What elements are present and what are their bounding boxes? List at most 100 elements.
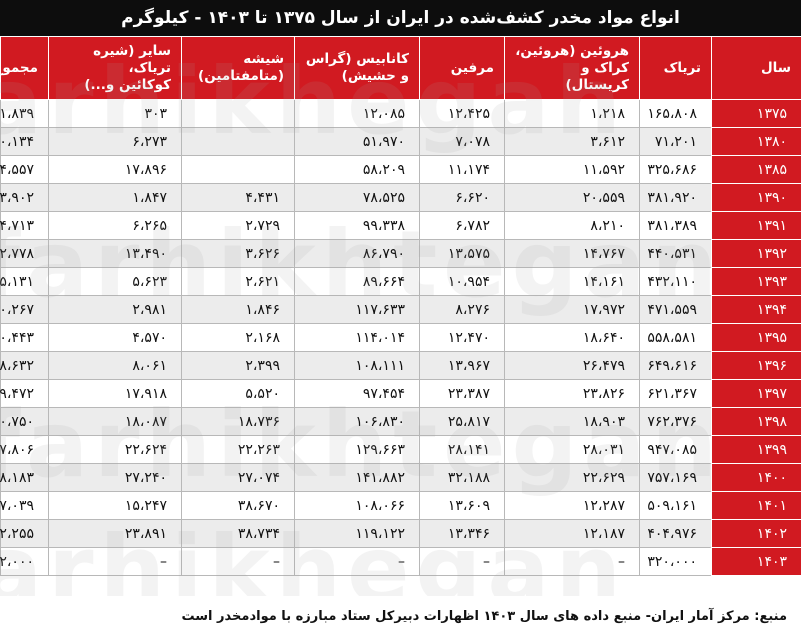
value-cell: ۴۳۲،۱۱۰	[639, 267, 712, 296]
value-cell: ۱۴۱،۸۸۲	[294, 463, 420, 492]
value-cell: ۱۰۶،۸۳۰	[294, 407, 420, 436]
value-cell: ۴۷۱،۵۵۹	[639, 295, 712, 324]
source-note: منبع: مرکز آمار ایران- منبع داده های سال…	[0, 598, 801, 634]
column-header-line: و حشیش)	[341, 68, 409, 84]
column-header-line: سایر (شیره تریاک،	[93, 42, 171, 76]
table-row: ۱۳۹۲ ۴۴۰،۵۳۱ ۱۴،۷۶۷ ۱۳،۵۷۵ ۸۶،۷۹۰ ۳،۶۲۶ ۱۳،۴۹۰…	[0, 239, 801, 268]
value-cell: ۶،۲۶۵	[48, 211, 182, 240]
value-cell: ۳۲،۱۸۸	[419, 463, 505, 492]
value-cell: ۸،۰۶۱	[48, 351, 182, 380]
table-row: ۱۳۹۵ ۵۵۸،۵۸۱ ۱۸،۶۴۰ ۱۲،۴۷۰ ۱۱۴،۰۱۴ ۲،۱۶۸ ۴،۵۷۰…	[0, 323, 801, 352]
value-cell: ۱۵،۲۴۷	[48, 491, 182, 520]
value-cell: ۳۲۰،۰۰۰	[639, 547, 712, 576]
value-cell: ۲،۷۲۹	[181, 211, 295, 240]
table-row: ۱۳۹۸ ۷۶۲،۳۷۶ ۱۸،۹۰۳ ۲۵،۸۱۷ ۱۰۶،۸۳۰ ۱۸،۷۳۶ ۱۸،۰…	[0, 407, 801, 436]
value-cell: ۳۷۲،۰۰۰	[0, 547, 49, 576]
column-header: تریاک	[639, 36, 712, 100]
year-cell: ۱۳۹۸	[711, 407, 801, 436]
value-cell: ۱۸،۰۸۷	[48, 407, 182, 436]
value-cell: ۴۲۴،۵۵۷	[0, 155, 49, 184]
table-row: ۱۳۹۶ ۶۴۹،۶۱۶ ۲۶،۴۷۹ ۱۳،۹۶۷ ۱۰۸،۱۱۱ ۲،۳۹۹ ۸،۰۶۱…	[0, 351, 801, 380]
year-cell: ۱۳۹۱	[711, 211, 801, 240]
table-row: ۱۴۰۰ ۷۵۷،۱۶۹ ۲۲،۶۲۹ ۳۲،۱۸۸ ۱۴۱،۸۸۲ ۲۷،۰۷۴ ۲۷،۲…	[0, 463, 801, 492]
column-header: هروئین (هروئین، کراک و کریستال)	[504, 36, 640, 100]
table-header: سال تریاک هروئین (هروئین، کراک و کریستال) مر…	[0, 36, 801, 100]
value-cell: ۱۴،۱۶۱	[504, 267, 640, 296]
value-cell: ۲۲،۶۲۹	[504, 463, 640, 492]
value-cell: ۱۲،۰۸۵	[294, 99, 420, 128]
value-cell: ۱۲،۴۷۰	[419, 323, 505, 352]
column-header-line: کراک و کریستال)	[565, 59, 629, 93]
value-cell	[181, 127, 295, 156]
value-cell: ۵۵۸،۵۸۱	[639, 323, 712, 352]
value-cell: ۱۲۹،۶۶۳	[294, 435, 420, 464]
column-header-line: سال	[760, 59, 791, 76]
year-cell: ۱۴۰۰	[711, 463, 801, 492]
value-cell: ۱،۲۱۸	[504, 99, 640, 128]
table-body: ۱۳۷۵۱۶۵،۸۰۸۱،۲۱۸۱۲،۴۲۵۱۲،۰۸۵۳۰۳۱۹۱،۸۳۹۱۳…	[0, 99, 801, 576]
value-cell: ۲۳،۸۹۱	[48, 519, 182, 548]
value-cell: ۸۹،۶۶۴	[294, 267, 420, 296]
value-cell: ۱۴،۷۶۷	[504, 239, 640, 268]
value-cell: ۱۴۰،۱۳۴	[0, 127, 49, 156]
year-cell: ۱۳۹۵	[711, 323, 801, 352]
value-cell: ۱۱،۵۹۲	[504, 155, 640, 184]
value-cell: ۱۳،۶۰۹	[419, 491, 505, 520]
value-cell: ۲،۶۲۱	[181, 267, 295, 296]
value-cell: ۲۶،۴۷۹	[504, 351, 640, 380]
value-cell: ۶۴۹،۶۱۶	[639, 351, 712, 380]
table-row: ۱۳۹۹ ۹۴۷،۰۸۵ ۲۸،۰۳۱ ۲۸،۱۴۱ ۱۲۹،۶۶۳ ۲۲،۲۶۳ ۲۲،۶…	[0, 435, 801, 464]
column-header-line: تریاک	[663, 59, 701, 76]
value-cell: ۲۲،۶۲۴	[48, 435, 182, 464]
value-cell: ۱۹۱،۸۳۹	[0, 99, 49, 128]
value-cell: ۱۱۹،۱۲۲	[294, 519, 420, 548]
table-row: ۱۳۹۱۳۸۱،۳۸۹۸،۲۱۰۶،۷۸۲۹۹،۳۳۸۲،۷۲۹۶،۲۶۵۵۰۴…	[0, 211, 801, 240]
value-cell: ۸۶،۷۹۰	[294, 239, 420, 268]
value-cell: ۱۷،۹۷۲	[504, 295, 640, 324]
value-cell: ۲۸،۰۳۱	[504, 435, 640, 464]
year-cell: ۱۴۰۳	[711, 547, 801, 576]
year-cell: ۱۳۹۴	[711, 295, 801, 324]
value-cell: ۱۸،۷۳۶	[181, 407, 295, 436]
value-cell: ۴۴۰،۵۳۱	[639, 239, 712, 268]
value-cell: ۶۲۱،۳۶۷	[639, 379, 712, 408]
value-cell: ۱۷،۸۹۶	[48, 155, 182, 184]
seizure-table: سال تریاک هروئین (هروئین، کراک و کریستال) مر…	[0, 36, 801, 576]
value-cell: –	[419, 547, 505, 576]
value-cell: ۱۸،۶۴۰	[504, 323, 640, 352]
value-cell: ۱۳،۹۶۷	[419, 351, 505, 380]
value-cell: ۲۸،۱۴۱	[419, 435, 505, 464]
value-cell: ۳،۶۱۲	[504, 127, 640, 156]
value-cell	[181, 99, 295, 128]
column-header: کانابیس (گراس و حشیش)	[294, 36, 420, 100]
year-cell: ۱۳۹۷	[711, 379, 801, 408]
value-cell: ۷۱،۲۰۱	[639, 127, 712, 156]
value-cell: ۳۸،۶۷۰	[181, 491, 295, 520]
value-cell: ۱۳،۴۹۰	[48, 239, 182, 268]
value-cell: ۱،۰۰۸،۱۸۳	[0, 463, 49, 492]
value-cell: ۱۱۴،۰۱۴	[294, 323, 420, 352]
value-cell: ۱۳،۵۷۵	[419, 239, 505, 268]
column-header: شیشه (متامفتامین)	[181, 36, 295, 100]
value-cell: ۱۰۸،۱۱۱	[294, 351, 420, 380]
value-cell: ۲،۱۶۸	[181, 323, 295, 352]
table-row: ۱۴۰۱ ۵۰۹،۱۶۱ ۱۲،۲۸۷ ۱۳،۶۰۹ ۱۰۸،۰۶۶ ۳۸،۶۷۰ ۱۵،۲…	[0, 491, 801, 520]
column-header-line: (متامفتامین)	[198, 68, 284, 84]
value-cell: ۳۰۳	[48, 99, 182, 128]
value-cell: ۲۷،۲۴۰	[48, 463, 182, 492]
value-cell: –	[504, 547, 640, 576]
column-header-line: کانابیس (گراس	[305, 51, 409, 67]
column-header-line: مجموع	[0, 59, 38, 76]
value-cell: ۲۳،۳۸۷	[419, 379, 505, 408]
value-cell	[181, 155, 295, 184]
year-cell: ۱۳۹۶	[711, 351, 801, 380]
value-cell: ۲۵،۸۱۷	[419, 407, 505, 436]
value-cell: ۶،۶۲۰	[419, 183, 505, 212]
value-cell: ۷۱۰،۴۴۳	[0, 323, 49, 352]
column-header: سال	[711, 36, 801, 100]
